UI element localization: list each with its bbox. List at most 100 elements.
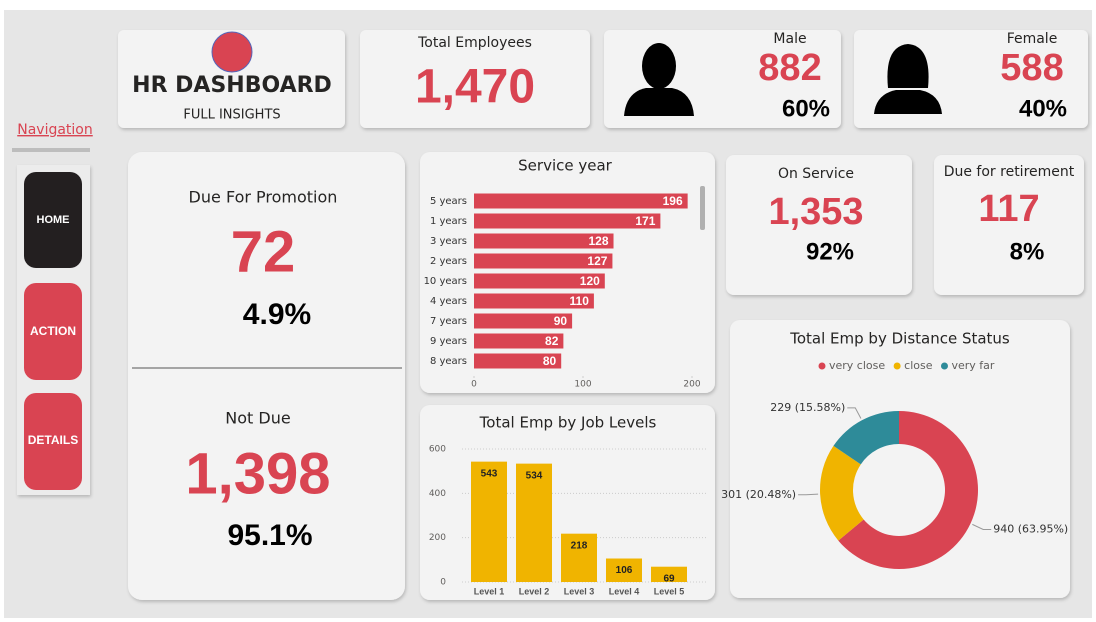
data-label: 940 (63.95%) <box>993 522 1068 535</box>
data-label: 127 <box>587 254 607 268</box>
retirement-card <box>934 155 1084 295</box>
leader-line <box>847 407 862 419</box>
legend-swatch <box>940 362 948 370</box>
x-tick-label: Level 2 <box>519 586 550 596</box>
bar <box>474 293 594 309</box>
x-tick-label: Level 1 <box>474 586 505 596</box>
kpi-value: 1,470 <box>415 61 535 114</box>
data-label: 218 <box>571 540 588 551</box>
data-label: 301 (20.48%) <box>721 488 796 501</box>
donut-slice <box>820 445 864 541</box>
y-tick-label: 200 <box>429 533 446 543</box>
button-label[interactable]: DETAILS <box>28 433 78 447</box>
kpi-label: Male <box>773 31 806 47</box>
data-label: 196 <box>663 194 683 208</box>
chart-title: Service year <box>518 157 613 175</box>
y-tick-label: 2 years <box>430 256 467 267</box>
on-service-card <box>726 155 912 295</box>
bar <box>474 313 573 329</box>
y-tick-label: 7 years <box>430 316 467 327</box>
bar <box>471 461 507 582</box>
bar <box>651 566 687 582</box>
y-tick-label: 3 years <box>430 236 467 247</box>
legend-label: close <box>904 359 933 372</box>
data-label: 106 <box>616 565 633 576</box>
kpi-value: 1,398 <box>185 441 330 506</box>
donut-slice <box>838 411 979 569</box>
data-label: 229 (15.58%) <box>770 401 845 414</box>
logo <box>211 31 253 73</box>
bar <box>606 558 642 582</box>
y-tick-label: 4 years <box>430 296 467 307</box>
male-icon <box>624 43 694 116</box>
x-tick-label: Level 5 <box>654 586 685 596</box>
y-tick-label: 0 <box>440 578 446 588</box>
kpi-percent: 92% <box>806 238 854 265</box>
data-label: 80 <box>543 354 557 368</box>
scrollbar <box>700 186 705 230</box>
x-tick-label: Level 4 <box>609 586 640 596</box>
service-card <box>420 152 715 393</box>
nav-title: Navigation <box>17 122 93 138</box>
data-label: 543 <box>481 468 498 479</box>
dashboard-title: HR DASHBOARD <box>132 73 332 98</box>
data-label: 110 <box>570 294 590 308</box>
chart-title: Total Emp by Distance Status <box>789 330 1010 348</box>
y-tick-label: 5 years <box>430 196 467 207</box>
details-button[interactable] <box>24 393 82 490</box>
bar <box>561 533 597 582</box>
x-tick-label: Level 3 <box>564 586 595 596</box>
button-label[interactable]: ACTION <box>30 324 76 338</box>
kpi-label: On Service <box>778 166 854 182</box>
data-label: 90 <box>554 314 568 328</box>
nav-underline <box>12 148 90 152</box>
data-label: 171 <box>635 214 655 228</box>
x-tick-label: 100 <box>574 380 591 390</box>
action-button[interactable] <box>24 283 82 380</box>
bar <box>474 273 605 289</box>
kpi-label: Female <box>1007 31 1058 47</box>
button-label[interactable]: HOME <box>37 214 70 226</box>
dashboard-subtitle: FULL INSIGHTS <box>183 108 280 123</box>
data-label: 69 <box>663 573 675 584</box>
kpi-label: Due for retirement <box>944 164 1075 180</box>
kpi-label: Not Due <box>225 409 290 428</box>
total-card <box>360 30 590 128</box>
legend-label: very close <box>829 359 885 372</box>
home-button[interactable] <box>24 172 82 268</box>
legend-label: very far <box>951 359 994 372</box>
bar <box>474 213 661 229</box>
kpi-percent: 4.9% <box>243 298 311 331</box>
bar <box>474 253 613 269</box>
bar <box>516 463 552 582</box>
kpi-percent: 40% <box>1019 95 1067 122</box>
kpi-percent: 8% <box>1010 238 1045 265</box>
leader-line <box>972 523 992 530</box>
y-tick-label: 600 <box>429 445 446 455</box>
y-tick-label: 9 years <box>430 336 467 347</box>
y-tick-label: 10 years <box>424 276 467 287</box>
data-label: 534 <box>526 470 543 481</box>
kpi-value: 117 <box>978 188 1039 230</box>
y-tick-label: 8 years <box>430 356 467 367</box>
x-tick-label: 200 <box>683 380 700 390</box>
distance-card <box>730 320 1070 598</box>
female-icon <box>874 44 942 114</box>
kpi-percent: 95.1% <box>227 519 312 552</box>
data-label: 82 <box>545 334 559 348</box>
data-label: 128 <box>588 234 608 248</box>
legend-swatch <box>818 362 826 370</box>
y-tick-label: 1 years <box>430 216 467 227</box>
kpi-value: 588 <box>1000 47 1063 89</box>
bar <box>474 193 688 209</box>
bar <box>474 233 614 249</box>
y-tick-label: 400 <box>429 489 446 499</box>
kpi-label: Due For Promotion <box>189 188 338 207</box>
promotion-card <box>128 152 405 600</box>
data-label: 120 <box>580 274 600 288</box>
kpi-label: Total Employees <box>417 35 532 51</box>
kpi-value: 72 <box>231 219 296 284</box>
header-card <box>118 30 345 128</box>
